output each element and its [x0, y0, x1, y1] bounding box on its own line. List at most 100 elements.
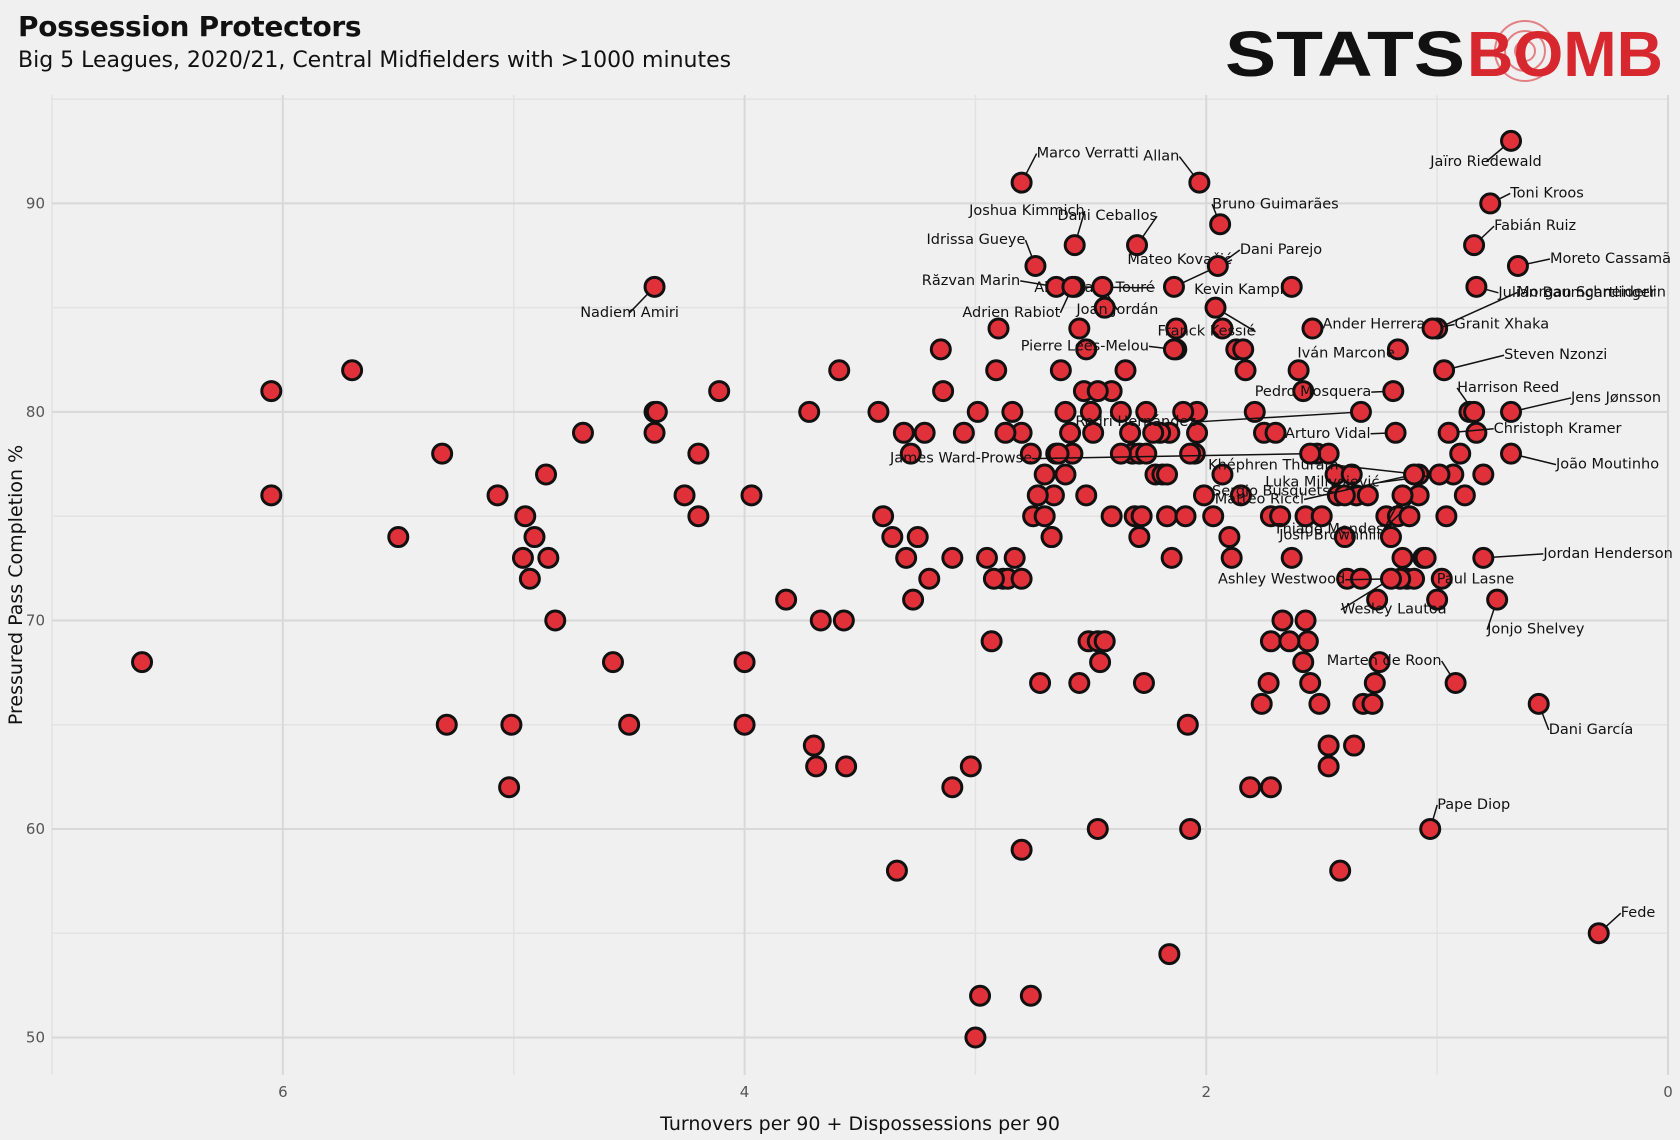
data-point: [1211, 463, 1234, 486]
data-point: [966, 400, 989, 423]
point-label: Jordan Henderson: [1542, 546, 1672, 562]
label-leader-line: [1436, 291, 1518, 330]
data-point: [1259, 776, 1282, 799]
data-point: [1029, 672, 1052, 694]
point-label: Pedro Mosquera: [1255, 384, 1372, 400]
data-point: [1433, 359, 1456, 382]
data-point: [1063, 234, 1086, 257]
data-point: [828, 359, 851, 382]
data-point: [1026, 484, 1049, 507]
y-tick-label: 80: [26, 403, 45, 421]
data-point: [687, 505, 710, 528]
data-point: [1506, 254, 1529, 277]
data-point: [1259, 630, 1282, 653]
data-point: [1333, 526, 1356, 549]
data-point: [733, 651, 756, 674]
data-point: [1472, 546, 1495, 569]
point-label: Marten de Roon: [1327, 653, 1442, 669]
point-label: Khéphren Thuram: [1208, 457, 1339, 473]
data-point: [1220, 546, 1243, 569]
data-point: [1301, 317, 1324, 340]
data-point: [941, 776, 964, 799]
data-point: [867, 400, 890, 423]
data-point: [518, 567, 541, 590]
data-point: [1398, 505, 1421, 528]
point-label: Harrison Reed: [1457, 380, 1559, 396]
data-point: [1299, 442, 1322, 465]
data-point: [1049, 359, 1072, 382]
data-point: [1587, 922, 1610, 945]
statsbomb-logo: STATS BOMB: [1225, 18, 1663, 84]
point-label: Dani Parejo: [1240, 242, 1322, 258]
chart-title: Possession Protectors: [18, 10, 362, 43]
data-point: [902, 588, 925, 611]
data-point: [892, 421, 915, 444]
point-label: Adrien Rabiot: [962, 305, 1060, 321]
data-point: [1463, 400, 1486, 423]
data-point: [1232, 338, 1255, 361]
data-point: [1126, 234, 1149, 257]
data-point: [486, 484, 509, 507]
data-point: [1428, 463, 1451, 486]
point-label: Allan: [1143, 149, 1179, 165]
data-point: [1075, 484, 1098, 507]
data-point: [918, 567, 941, 590]
data-point: [1486, 588, 1509, 611]
data-point: [1192, 484, 1215, 507]
data-point: [775, 588, 798, 611]
point-label: Josh Brownhill: [1278, 527, 1380, 543]
data-point: [985, 359, 1008, 382]
data-point: [1142, 421, 1165, 444]
data-point: [899, 442, 922, 465]
data-point: [1162, 338, 1185, 361]
data-point: [1329, 859, 1352, 882]
data-point: [601, 651, 624, 674]
point-label: Joshua Kimmich: [968, 203, 1085, 219]
data-point: [1527, 692, 1550, 715]
x-tick-label: 0: [1663, 1083, 1673, 1101]
data-point: [913, 421, 936, 444]
data-point: [1229, 484, 1252, 507]
data-point: [1280, 275, 1303, 298]
data-point: [1019, 984, 1042, 1007]
point-label: Răzvan Marin: [922, 273, 1020, 289]
data-point: [1386, 338, 1409, 361]
data-point: [1269, 505, 1292, 528]
data-point: [260, 484, 283, 507]
point-label: Sergio Busquets: [1212, 483, 1330, 499]
point-label: Iván Marcone: [1297, 345, 1395, 361]
data-point: [1430, 567, 1453, 590]
data-point: [131, 651, 154, 674]
data-point: [1135, 442, 1158, 465]
data-point: [1186, 421, 1209, 444]
data-point: [1082, 421, 1105, 444]
data-point: [1437, 421, 1460, 444]
data-point: [1382, 380, 1405, 403]
data-point: [929, 338, 952, 361]
data-point: [1444, 672, 1467, 694]
point-label: Dani García: [1549, 722, 1634, 738]
data-point: [1156, 463, 1179, 486]
data-point: [805, 755, 828, 778]
data-point: [1500, 442, 1523, 465]
point-label: Ander Herrera: [1322, 317, 1425, 333]
data-point: [1317, 755, 1340, 778]
data-point: [435, 713, 458, 736]
data-point: [1239, 776, 1262, 799]
data-point: [1093, 296, 1116, 319]
data-point: [1010, 838, 1033, 861]
data-point: [1384, 421, 1407, 444]
point-label: Jens Jønsson: [1570, 390, 1661, 406]
data-point: [1188, 171, 1211, 194]
point-label: Granit Xhaka: [1455, 317, 1550, 333]
point-label: Fede: [1621, 905, 1656, 921]
point-label: Franck Kessié: [1157, 324, 1255, 340]
data-point: [1257, 672, 1280, 694]
data-point: [1435, 505, 1458, 528]
point-label: Wesley Lautoa: [1341, 602, 1447, 618]
y-axis-title: Pressured Pass Completion %: [5, 445, 27, 725]
data-point: [1363, 672, 1386, 694]
data-point: [1079, 400, 1102, 423]
point-label: Paul Lasne: [1437, 572, 1515, 588]
data-point: [523, 526, 546, 549]
